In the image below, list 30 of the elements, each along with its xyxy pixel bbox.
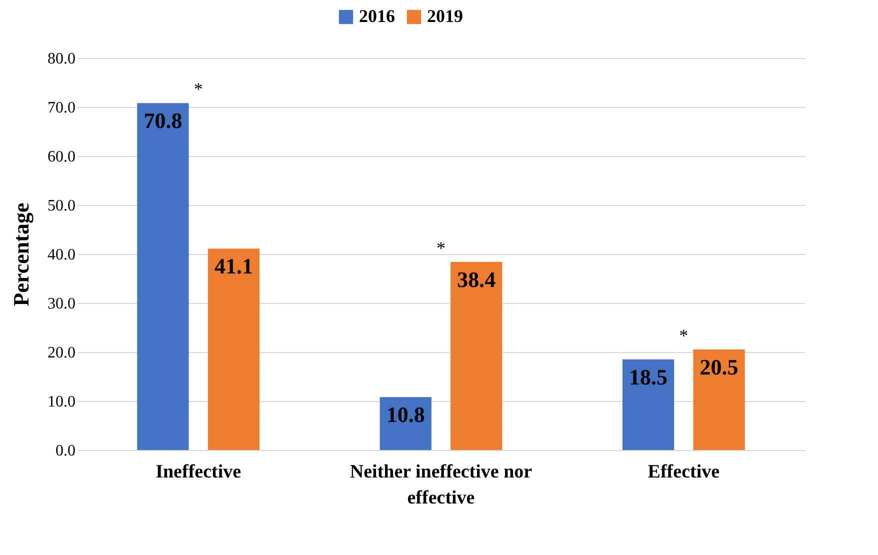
- data-label: 10.8: [386, 402, 425, 428]
- y-tick-label: 30.0: [48, 296, 76, 312]
- legend-label: 2019: [427, 6, 463, 26]
- data-label: 18.5: [629, 364, 668, 390]
- x-tick-label: Effective: [648, 462, 720, 482]
- bar: [137, 103, 189, 450]
- y-tick-label: 40.0: [48, 246, 76, 264]
- legend-label: 2016: [359, 6, 395, 26]
- bar: [450, 262, 502, 450]
- annotation: *: [679, 326, 688, 346]
- bar: [622, 359, 674, 450]
- x-tick-label: Neither ineffective nor effective: [350, 462, 533, 508]
- bar: [380, 397, 432, 450]
- bar: [208, 248, 260, 450]
- annotation: *: [436, 238, 446, 258]
- y-tick-label: 20.0: [48, 344, 76, 362]
- y-axis-title: Percentage: [8, 202, 34, 306]
- data-label: 38.4: [457, 266, 496, 292]
- y-tick-label: 80.0: [48, 50, 76, 68]
- y-tick-label: 0.0: [56, 442, 76, 460]
- bar: [693, 350, 745, 450]
- y-tick-label: 70.0: [48, 100, 76, 116]
- data-label: 70.8: [144, 108, 182, 134]
- y-tick-label: 60.0: [48, 148, 76, 166]
- data-label: 20.5: [700, 354, 738, 380]
- y-tick-label: 50.0: [48, 198, 76, 214]
- y-tick-label: 10.0: [48, 394, 76, 410]
- annotation: *: [194, 79, 203, 100]
- data-label: 41.1: [214, 254, 253, 279]
- x-tick-label: Ineffective: [156, 462, 242, 482]
